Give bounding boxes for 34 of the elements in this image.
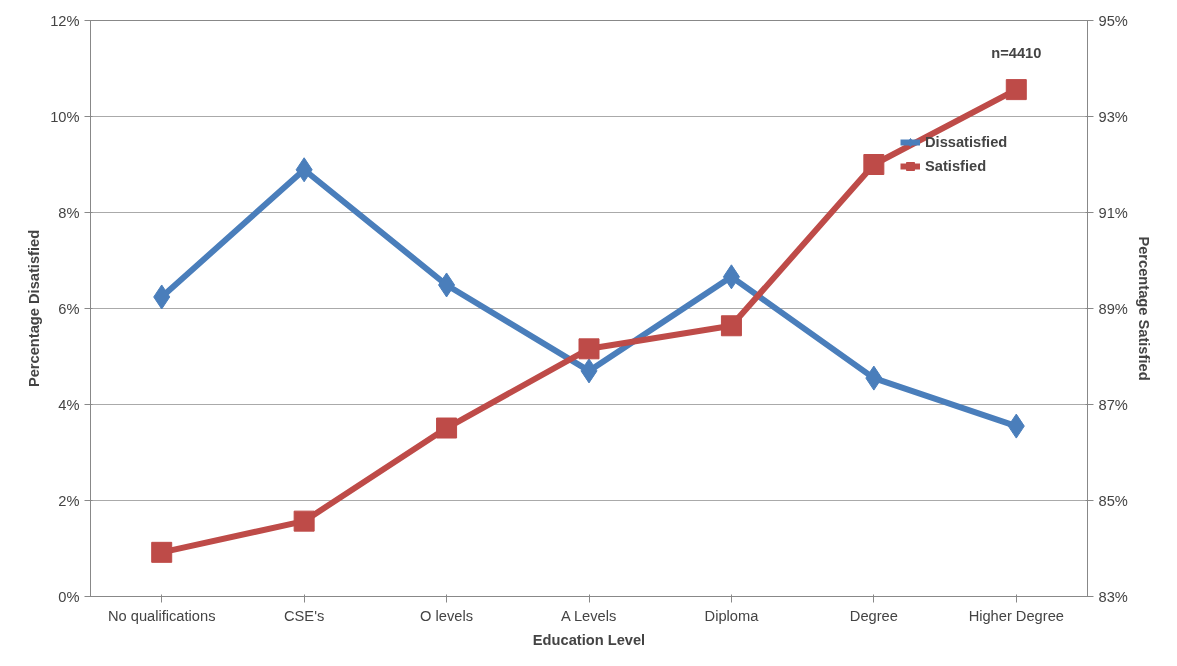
y2-tick-label: 89% — [1098, 300, 1128, 317]
y-tick-label: 0% — [58, 588, 80, 605]
x-tick-label: O levels — [420, 607, 474, 624]
point — [1005, 79, 1027, 101]
x-tick-label: Diploma — [704, 607, 760, 624]
point — [578, 338, 600, 360]
y2-tick-label: 85% — [1098, 492, 1128, 509]
y2-tick-label: 83% — [1098, 588, 1128, 605]
x-tick-label: Degree — [849, 607, 898, 624]
y-tick-label: 12% — [50, 12, 80, 29]
y2-tick-label: 93% — [1098, 108, 1128, 125]
x-tick-label: No qualifications — [107, 607, 216, 624]
point — [293, 510, 315, 532]
point — [151, 541, 173, 563]
y-tick-label: 2% — [58, 492, 80, 509]
y2-tick-label: 91% — [1098, 204, 1128, 221]
y-tick-label: 8% — [58, 204, 80, 221]
x-axis-title: Education Level — [532, 631, 646, 648]
x-tick-label: A Levels — [560, 607, 617, 624]
x-tick-label: Higher Degree — [968, 607, 1064, 624]
point — [863, 154, 885, 175]
point — [436, 417, 458, 439]
legend-label: Satisfied — [925, 158, 987, 174]
y-tick-label: 4% — [58, 396, 80, 413]
legend-label: Dissatisfied — [925, 134, 1008, 150]
point — [720, 315, 742, 337]
y2-axis-title: Percentage Satisfied — [1135, 236, 1152, 381]
y-tick-label: 6% — [58, 300, 80, 317]
y-axis-title: Percentage Disatisfied — [26, 229, 43, 388]
y-tick-label: 10% — [50, 108, 80, 125]
x-tick-label: CSE's — [284, 607, 325, 624]
annotation: n=4410 — [991, 44, 1042, 61]
y2-tick-label: 95% — [1098, 12, 1128, 29]
y2-tick-label: 87% — [1098, 396, 1128, 413]
